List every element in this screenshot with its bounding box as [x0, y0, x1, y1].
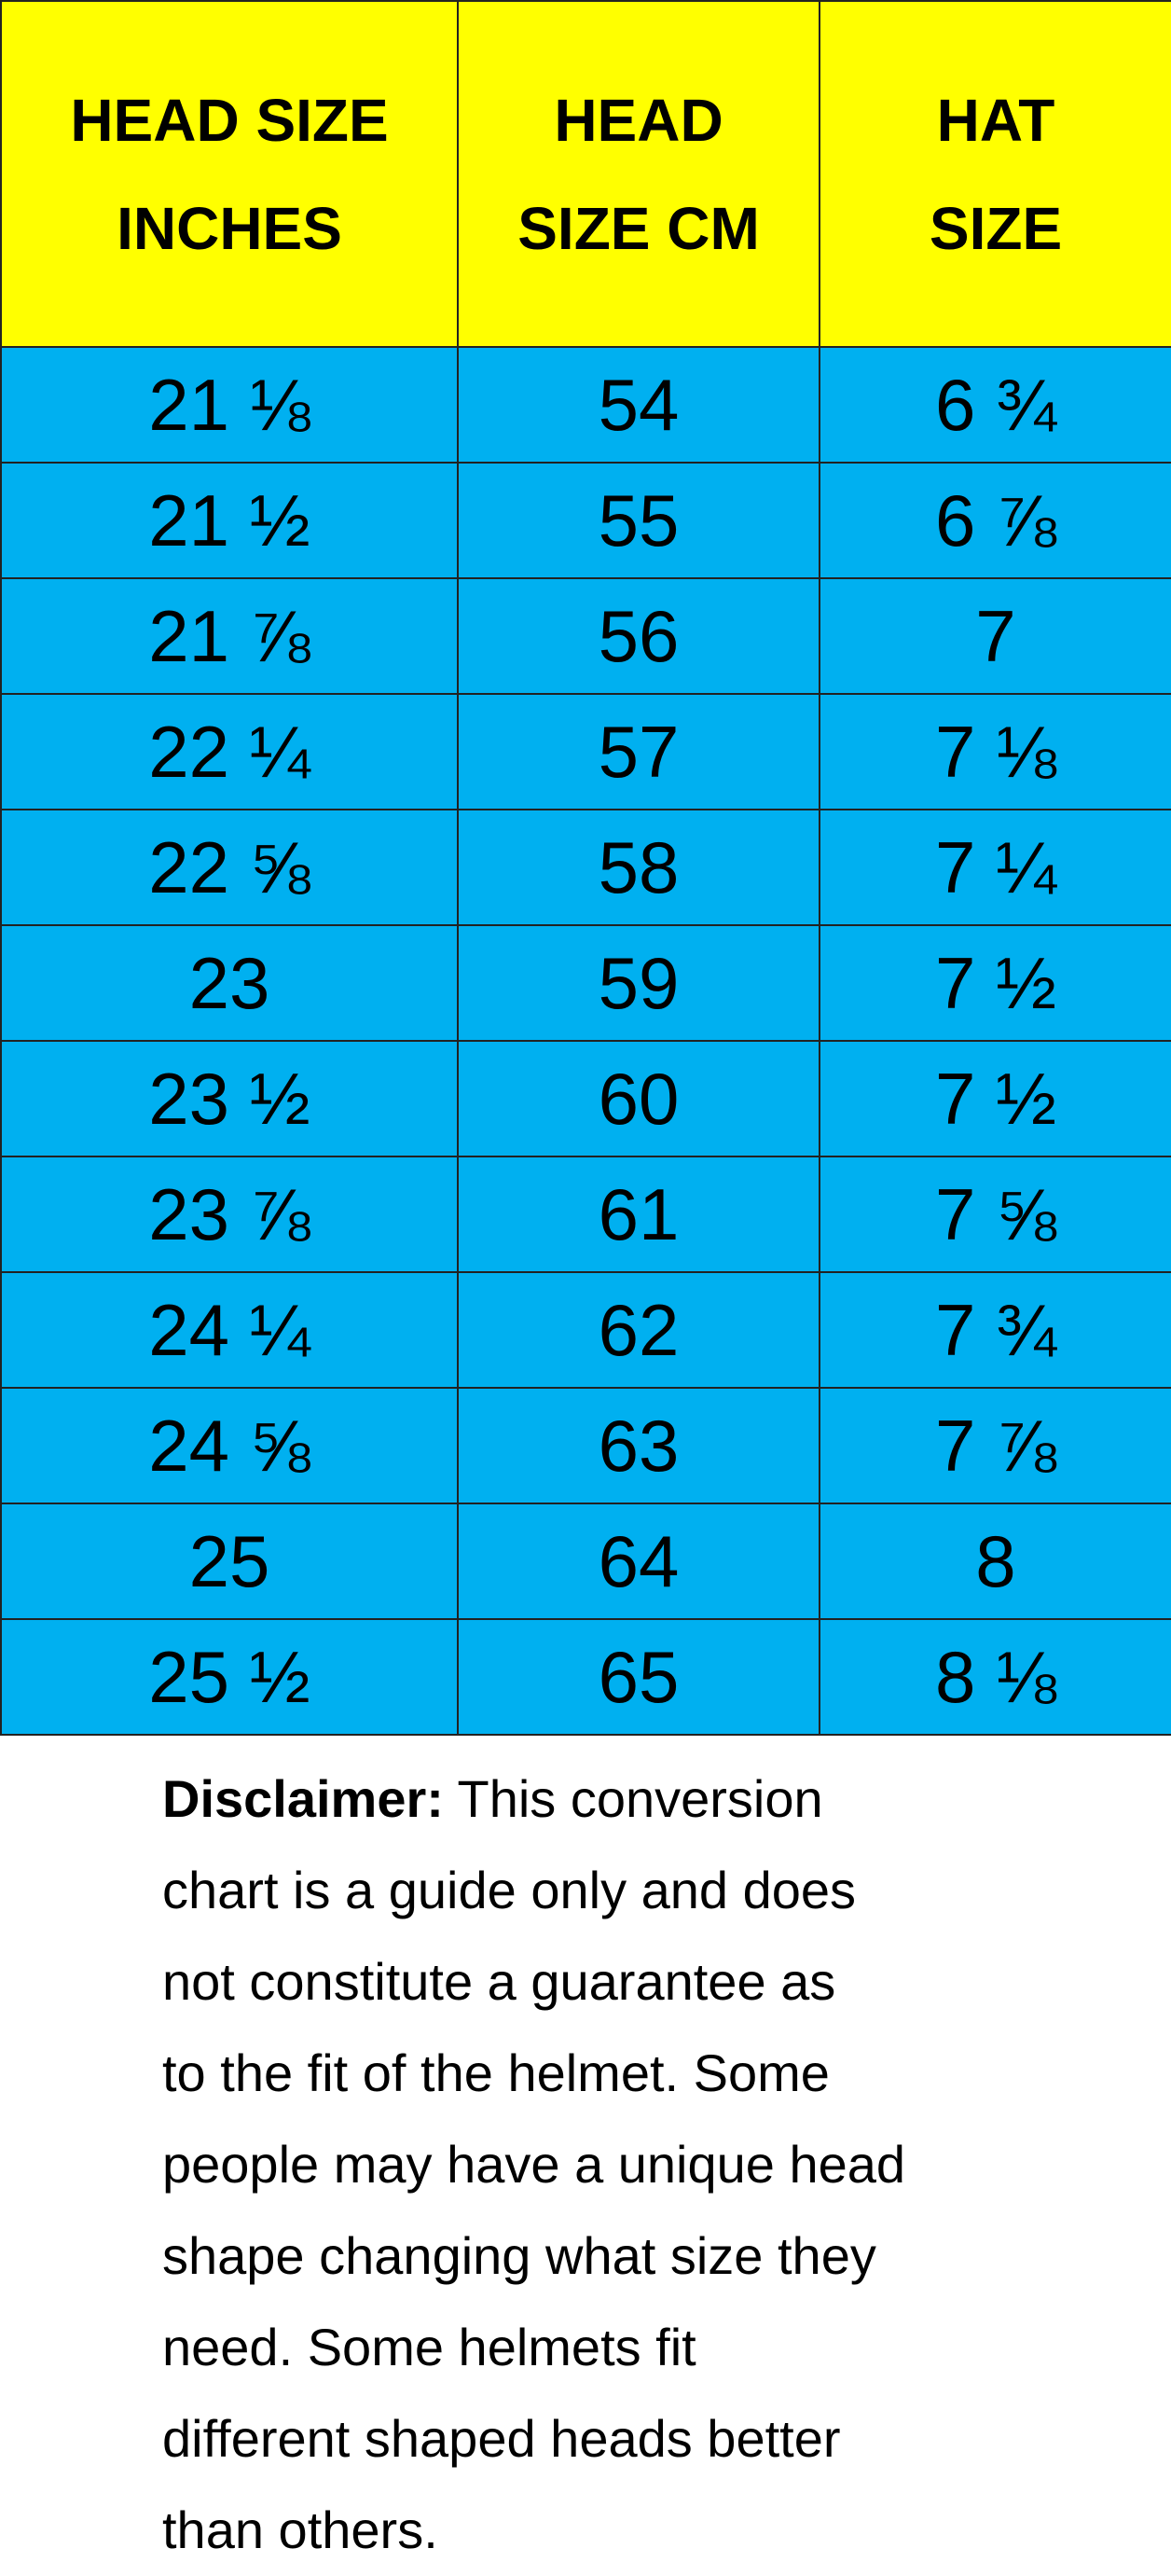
header-cell: HEAD SIZE INCHES — [0, 0, 459, 348]
disclaimer-label: Disclaimer: — [162, 1769, 444, 1828]
table-cell: 56 — [457, 577, 820, 695]
disclaimer-text: different shaped heads better — [162, 2409, 841, 2468]
disclaimer-text: than others. — [162, 2500, 438, 2559]
table-cell: 65 — [457, 1618, 820, 1736]
table-cell: 6 ⅞ — [819, 462, 1171, 579]
table-cell: 23 ½ — [0, 1040, 459, 1157]
disclaimer-line: Disclaimer: This conversion — [162, 1753, 905, 1845]
table-cell: 7 ½ — [819, 924, 1171, 1042]
table-cell: 54 — [457, 346, 820, 464]
table-cell: 22 ⅝ — [0, 809, 459, 926]
table-row: 21 ⅞ 56 7 — [0, 577, 1171, 695]
header-line: SIZE — [929, 194, 1063, 262]
header-line: HAT — [936, 86, 1055, 154]
table-cell: 7 ⅝ — [819, 1156, 1171, 1273]
table-cell: 7 ¾ — [819, 1271, 1171, 1389]
disclaimer-text: shape changing what size they — [162, 2226, 876, 2285]
table-row: 22 ¼ 57 7 ⅛ — [0, 693, 1171, 810]
disclaimer-text: not constitute a guarantee as — [162, 1952, 836, 2011]
table-cell: 7 — [819, 577, 1171, 695]
table-cell: 25 — [0, 1503, 459, 1620]
size-table: HEAD SIZE INCHES HEAD SIZE CM HAT SIZE 21 ⅛ 54… — [0, 0, 1171, 1736]
disclaimer-line: than others. — [162, 2485, 905, 2576]
disclaimer: Disclaimer: This conversion chart is a gu… — [162, 1753, 905, 2576]
header-cell: HAT SIZE — [819, 0, 1171, 348]
table-cell: 60 — [457, 1040, 820, 1157]
table-cell: 24 ¼ — [0, 1271, 459, 1389]
table-cell: 7 ½ — [819, 1040, 1171, 1157]
disclaimer-line: need. Some helmets fit — [162, 2302, 905, 2393]
table-cell: 7 ⅛ — [819, 693, 1171, 810]
disclaimer-text: chart is a guide only and does — [162, 1861, 857, 1919]
table-row: 21 ⅛ 54 6 ¾ — [0, 346, 1171, 464]
table-cell: 57 — [457, 693, 820, 810]
table-row: 24 ¼ 62 7 ¾ — [0, 1271, 1171, 1389]
table-cell: 22 ¼ — [0, 693, 459, 810]
header-row: HEAD SIZE INCHES HEAD SIZE CM HAT SIZE — [0, 0, 1171, 348]
disclaimer-line: chart is a guide only and does — [162, 1845, 905, 1936]
disclaimer-line: shape changing what size they — [162, 2210, 905, 2302]
header-line: SIZE CM — [517, 194, 760, 262]
table-cell: 55 — [457, 462, 820, 579]
header-line: INCHES — [117, 194, 342, 262]
table-cell: 23 ⅞ — [0, 1156, 459, 1273]
table-cell: 7 ⅞ — [819, 1387, 1171, 1504]
table-row: 23 ½ 60 7 ½ — [0, 1040, 1171, 1157]
table-cell: 25 ½ — [0, 1618, 459, 1736]
table-row: 23 59 7 ½ — [0, 924, 1171, 1042]
table-row: 24 ⅝ 63 7 ⅞ — [0, 1387, 1171, 1504]
table-row: 25 ½ 65 8 ⅛ — [0, 1618, 1171, 1736]
table-cell: 24 ⅝ — [0, 1387, 459, 1504]
table-cell: 58 — [457, 809, 820, 926]
table-body: 21 ⅛ 54 6 ¾ 21 ½ 55 6 ⅞ 21 ⅞ 56 7 22 ¼ 57 7 ⅛ 22 ⅝ 58… — [0, 346, 1171, 1736]
table-cell: 63 — [457, 1387, 820, 1504]
table-cell: 6 ¾ — [819, 346, 1171, 464]
table-row: 21 ½ 55 6 ⅞ — [0, 462, 1171, 579]
disclaimer-line: different shaped heads better — [162, 2393, 905, 2485]
table-cell: 61 — [457, 1156, 820, 1273]
disclaimer-text: need. Some helmets fit — [162, 2318, 696, 2376]
header-cell: HEAD SIZE CM — [457, 0, 820, 348]
header-line: HEAD SIZE — [70, 86, 389, 154]
table-row: 23 ⅞ 61 7 ⅝ — [0, 1156, 1171, 1273]
header-line: HEAD — [554, 86, 723, 154]
disclaimer-line: to the fit of the helmet. Some — [162, 2028, 905, 2119]
table-row: 25 64 8 — [0, 1503, 1171, 1620]
table-cell: 23 — [0, 924, 459, 1042]
table-cell: 21 ½ — [0, 462, 459, 579]
table-cell: 59 — [457, 924, 820, 1042]
disclaimer-text: This conversion — [457, 1769, 823, 1828]
disclaimer-line: people may have a unique head — [162, 2119, 905, 2210]
disclaimer-line: not constitute a guarantee as — [162, 1936, 905, 2028]
table-cell: 8 ⅛ — [819, 1618, 1171, 1736]
table-row: 22 ⅝ 58 7 ¼ — [0, 809, 1171, 926]
table-cell: 7 ¼ — [819, 809, 1171, 926]
table-cell: 62 — [457, 1271, 820, 1389]
table-cell: 21 ⅛ — [0, 346, 459, 464]
table-cell: 8 — [819, 1503, 1171, 1620]
table-cell: 64 — [457, 1503, 820, 1620]
disclaimer-text: to the fit of the helmet. Some — [162, 2043, 830, 2102]
disclaimer-text: people may have a unique head — [162, 2135, 906, 2194]
table-cell: 21 ⅞ — [0, 577, 459, 695]
